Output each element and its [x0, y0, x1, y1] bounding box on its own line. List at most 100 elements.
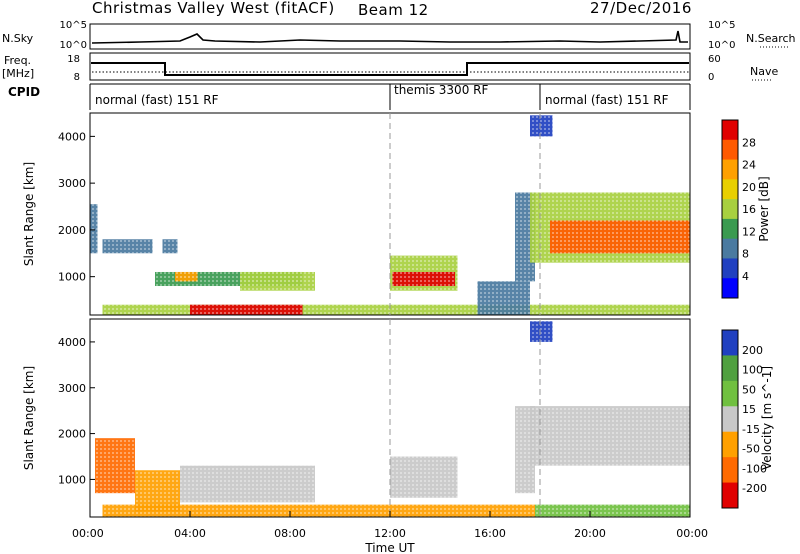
- y-tick-label: 3000: [58, 382, 86, 395]
- colorbar-tick-label: 20: [742, 181, 756, 194]
- data-region-texture: [550, 220, 690, 254]
- freq-unit: [MHz]: [2, 67, 35, 80]
- colorbar-tick-label: -200: [742, 482, 767, 495]
- power-panel: 4000 3000 2000 1000 Slant Range [km] 28 24 20…: [22, 112, 771, 316]
- nsearch-tick-high: 10^5: [708, 20, 735, 31]
- x-tick-label: 00:00: [676, 527, 708, 540]
- power-colorbar: 28 24 20 16 12 8 4 Power [dB]: [721, 119, 771, 299]
- data-region-texture: [180, 465, 315, 503]
- power-ylabel: Slant Range [km]: [22, 162, 36, 266]
- data-region-texture: [392, 271, 455, 287]
- x-tick-label: 04:00: [174, 527, 206, 540]
- data-region-texture: [240, 271, 315, 291]
- colorbar-band: [722, 120, 738, 141]
- cpid-segment-2: themis 3300 RF: [394, 83, 488, 97]
- colorbar-tick-label: 15: [742, 403, 756, 416]
- x-tick-label: 12:00: [374, 527, 406, 540]
- cpid-segment-3: normal (fast) 151 RF: [545, 93, 669, 107]
- colorbar-band: [722, 431, 738, 458]
- colorbar-band: [722, 218, 738, 240]
- nave-tick-high: 60: [708, 54, 721, 65]
- colorbar-band: [722, 380, 738, 407]
- x-tick-label: 08:00: [274, 527, 306, 540]
- y-tick-label: 1000: [58, 473, 86, 486]
- colorbar-band: [722, 159, 738, 180]
- freq-trace: [91, 62, 689, 76]
- data-region-texture: [95, 438, 135, 494]
- freq-strip: 18 8 60 0: [67, 52, 772, 83]
- colorbar-tick-label: 8: [742, 248, 749, 261]
- velocity-colorbar-label: Velocity [m s^-1]: [760, 366, 774, 470]
- x-tick-label: 20:00: [574, 527, 606, 540]
- colorbar-tick-label: -100: [742, 462, 767, 475]
- colorbar-band: [722, 406, 738, 433]
- power-colorbar-label: Power [dB]: [757, 176, 771, 241]
- data-region-texture: [530, 115, 553, 137]
- time-axis: 00:00 04:00 08:00 12:00 16:00 20:00 00:00: [72, 511, 708, 540]
- colorbar-tick-label: -15: [742, 423, 760, 436]
- x-tick-label: 00:00: [72, 527, 104, 540]
- freq-tick-low: 8: [74, 72, 80, 83]
- colorbar-tick-label: 4: [742, 270, 749, 283]
- data-region-texture: [477, 281, 530, 315]
- nsky-tick-high: 10^5: [60, 20, 87, 31]
- power-y-axis: 4000 3000 2000 1000: [58, 130, 95, 284]
- data-region-texture: [175, 271, 198, 282]
- y-tick-label: 2000: [58, 224, 86, 237]
- data-region-texture: [190, 304, 303, 315]
- colorbar-tick-label: -50: [742, 443, 760, 456]
- y-tick-label: 4000: [58, 336, 86, 349]
- cpid-segment-1: normal (fast) 151 RF: [95, 93, 219, 107]
- nave-tick-low: 0: [708, 72, 714, 83]
- colorbar-tick-label: 50: [742, 383, 756, 396]
- colorbar-band: [722, 238, 738, 259]
- data-region-texture: [535, 504, 690, 517]
- colorbar-band: [722, 482, 738, 509]
- x-tick-label: 16:00: [474, 527, 506, 540]
- velocity-colorbar: 200 100 50 15 -15 -50 -100 -200 Velocity [m s^-…: [721, 329, 774, 509]
- y-tick-label: 3000: [58, 177, 86, 190]
- colorbar-band: [722, 457, 738, 484]
- colorbar-band: [722, 355, 738, 382]
- nsky-trace: [91, 30, 688, 44]
- date-label: 27/Dec/2016: [590, 0, 692, 17]
- colorbar-tick-label: 28: [742, 136, 756, 149]
- site-title: Christmas Valley West (fitACF): [92, 0, 335, 17]
- data-region-texture: [102, 239, 153, 254]
- data-region-texture: [102, 504, 535, 517]
- nsky-strip: 10^5 10^0 10^5 10^0: [60, 20, 790, 51]
- colorbar-tick-label: 16: [742, 203, 756, 216]
- nsky-tick-low: 10^0: [60, 40, 87, 51]
- beam-label: Beam 12: [358, 1, 429, 19]
- colorbar-band: [722, 139, 738, 161]
- colorbar-band: [722, 199, 738, 220]
- data-region-texture: [390, 456, 458, 498]
- freq-tick-high: 18: [67, 54, 80, 65]
- colorbar-band: [722, 258, 738, 279]
- nave-label: Nave: [750, 65, 779, 78]
- data-region-texture: [530, 321, 553, 342]
- data-region-texture: [90, 204, 98, 254]
- cpid-label: CPID: [8, 85, 41, 99]
- time-axis-label: Time UT: [364, 541, 415, 554]
- data-region-texture: [102, 304, 690, 315]
- y-tick-label: 4000: [58, 130, 86, 143]
- nsearch-tick-low: 10^0: [708, 40, 735, 51]
- colorbar-tick-label: 100: [742, 364, 763, 377]
- colorbar-band: [722, 278, 738, 299]
- data-region-texture: [162, 239, 178, 254]
- cpid-strip: normal (fast) 151 RF themis 3300 RF norm…: [89, 83, 691, 110]
- colorbar-tick-label: 12: [742, 225, 756, 238]
- velocity-panel: 4000 3000 2000 1000 Slant Range [km] 200 100…: [22, 318, 774, 518]
- colorbar-tick-label: 200: [742, 344, 763, 357]
- colorbar-tick-label: 24: [742, 159, 756, 172]
- freq-label: Freq.: [4, 54, 32, 67]
- power-data: [90, 115, 690, 315]
- nsearch-label: N.Search: [746, 32, 796, 45]
- y-tick-label: 2000: [58, 428, 86, 441]
- nsky-label: N.Sky: [2, 32, 34, 45]
- y-tick-label: 1000: [58, 271, 86, 284]
- colorbar-band: [722, 179, 738, 200]
- colorbar-band: [722, 330, 738, 356]
